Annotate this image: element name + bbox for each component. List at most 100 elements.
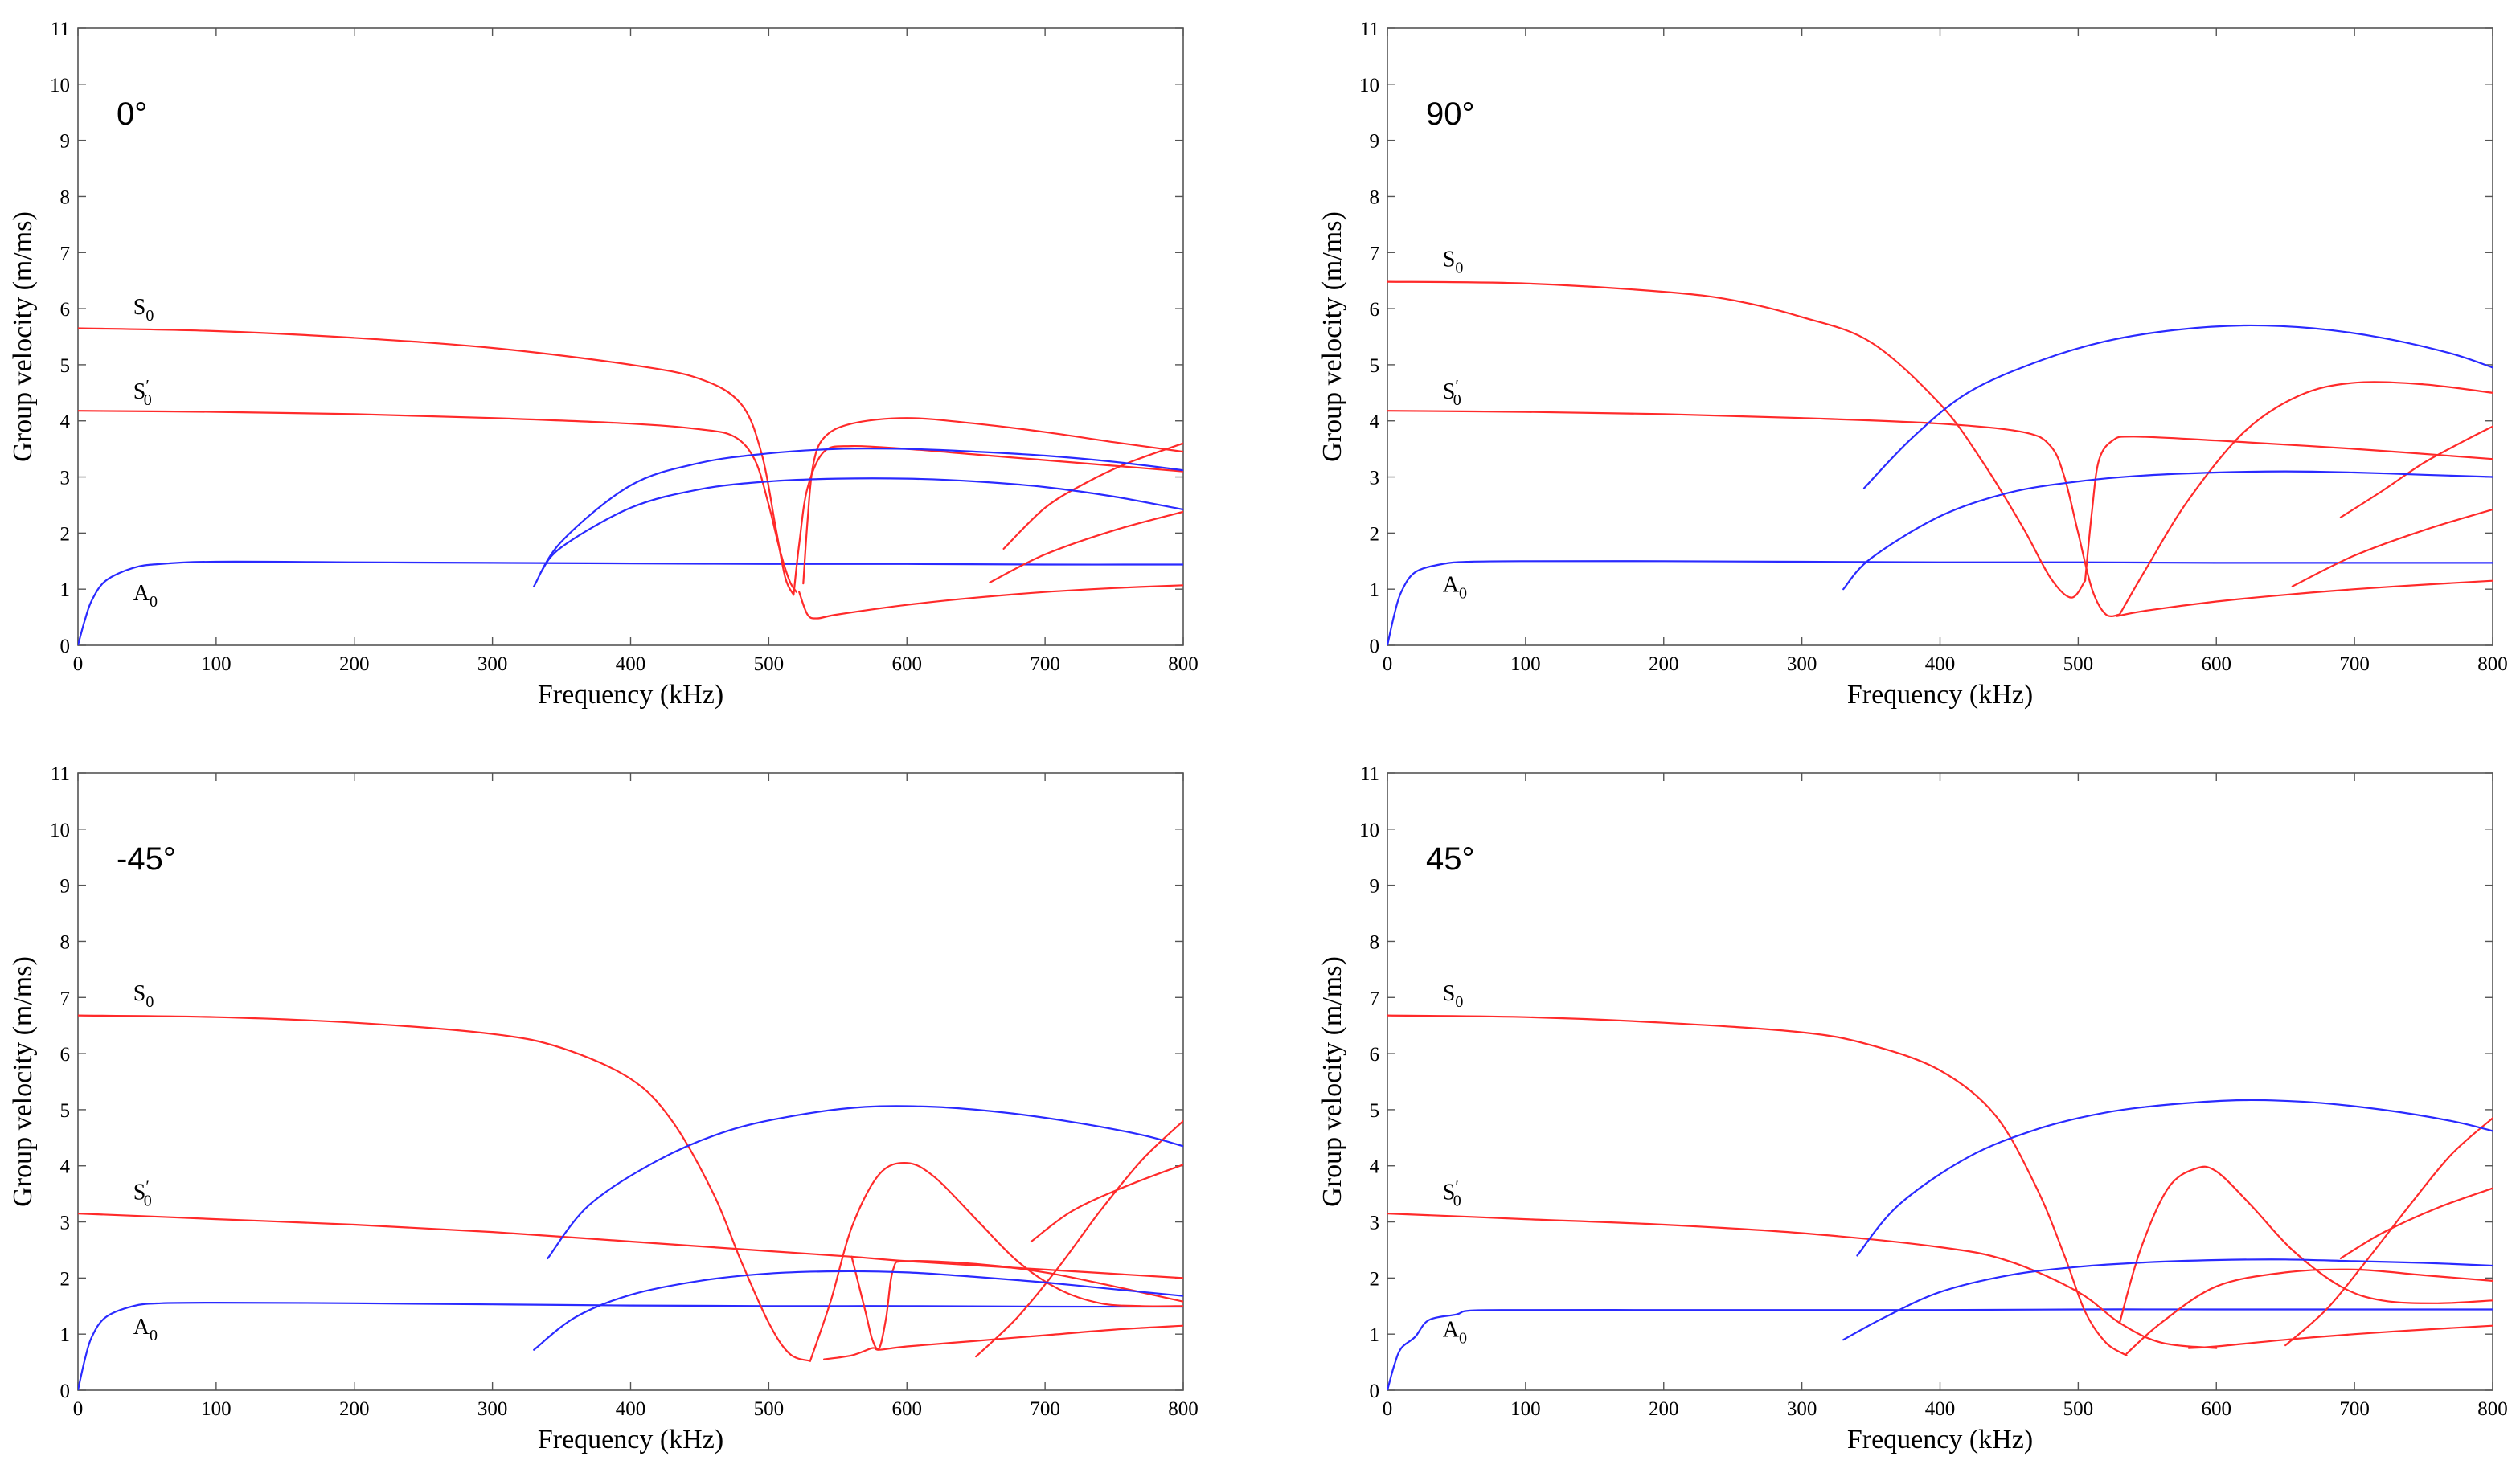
series-line-a0 [1387, 1308, 2493, 1390]
x-tick-label: 100 [201, 653, 232, 675]
series-line-a0 [78, 1302, 1183, 1390]
x-tick-label: 0 [73, 653, 84, 675]
x-tick-label: 500 [2063, 653, 2094, 675]
series-line-s0- [78, 1213, 1183, 1279]
x-tick-label: 200 [1649, 1398, 1679, 1420]
x-axis-label: Frequency (kHz) [538, 1425, 723, 1455]
x-tick-label: 700 [2339, 653, 2370, 675]
series-line-red-rise-right [975, 1119, 1183, 1358]
series-line-s0 [1387, 1014, 2128, 1356]
y-tick-label: 3 [60, 468, 71, 489]
x-tick-label: 700 [1030, 653, 1060, 675]
x-tick-label: 800 [2477, 1398, 2508, 1420]
x-tick-label: 600 [2202, 1398, 2232, 1420]
y-tick-label: 3 [60, 1213, 71, 1234]
y-tick-label: 7 [60, 243, 71, 264]
x-axis-label: Frequency (kHz) [1847, 1425, 2033, 1455]
y-tick-label: 11 [1360, 18, 1379, 40]
series-line-blue-lower [533, 1270, 1183, 1351]
y-tick-label: 10 [1359, 820, 1379, 841]
mode-label-s0-prime: S′ 0 [1443, 377, 1461, 409]
x-tick-label: 400 [1925, 1398, 1956, 1420]
series-line-red-low [798, 584, 1183, 620]
y-tick-label: 8 [60, 186, 71, 208]
series-line-red-upper-right [1002, 442, 1183, 550]
x-axis-label: Frequency (kHz) [1847, 680, 2033, 710]
y-tick-label: 1 [60, 579, 71, 601]
y-tick-label: 2 [60, 1268, 71, 1290]
x-axis-label: Frequency (kHz) [538, 680, 723, 710]
mode-label-s0: S0 [1443, 981, 1464, 1011]
series-line-red-rise-right [2284, 1117, 2493, 1347]
x-tick-label: 600 [892, 1398, 923, 1420]
y-axis-label: Group velocity (m/ms) [8, 211, 38, 462]
chart-panel-4: 0 100 200 300 400 500 600 700 800 0 1 2 3 4 5 6 7 8 9 10 11 F… [1317, 763, 2508, 1455]
y-tick-label: 0 [1370, 636, 1380, 657]
y-tick-label: 10 [50, 75, 70, 96]
x-tick-label: 800 [1168, 1398, 1199, 1420]
series-line-a0 [78, 560, 1183, 645]
series-line-blue-upper [533, 447, 1183, 587]
y-tick-label: 5 [60, 1100, 71, 1122]
series-line-s0- [1387, 410, 2120, 617]
x-tick-label: 100 [201, 1398, 232, 1420]
mode-label-s0-prime: S′ 0 [1443, 1178, 1461, 1210]
mode-label-a0: A0 [1443, 1318, 1467, 1348]
mode-label-s0: S0 [133, 981, 154, 1011]
series-line-blue-upper [1862, 324, 2493, 489]
y-tick-label: 7 [1370, 243, 1380, 264]
y-tick-label: 9 [1370, 131, 1380, 153]
series-line-red-branch-b [802, 417, 1183, 585]
y-tick-label: 0 [1370, 1381, 1380, 1402]
y-tick-label: 7 [1370, 988, 1380, 1009]
mode-label-a0: A0 [133, 581, 158, 611]
series-line-red-hump [809, 1162, 1183, 1362]
panels: 0 100 200 300 400 500 600 700 80001234567891011F… [8, 18, 2508, 1455]
x-tick-label: 700 [2339, 1398, 2370, 1420]
mode-label-s0-prime: S′ 0 [133, 377, 152, 409]
y-tick-label: 5 [60, 355, 71, 377]
x-tick-label: 500 [754, 653, 785, 675]
series-line-red-low [2116, 579, 2493, 617]
chart-panel-2: 0 100 200 300 400 500 600 700 800 0 1 2 3 4 5 6 7 8 9 10 11 F… [1317, 18, 2508, 710]
x-tick-label: 600 [892, 653, 923, 675]
x-tick-label: 200 [339, 1398, 370, 1420]
series-line-red-hump [2118, 1165, 2493, 1324]
x-tick-label: 100 [1510, 653, 1541, 675]
series-line-s0 [78, 1014, 811, 1362]
y-tick-label: 11 [51, 18, 70, 40]
y-tick-label: 4 [1370, 411, 1380, 433]
x-tick-label: 700 [1030, 1398, 1060, 1420]
x-tick-label: 0 [73, 1398, 84, 1420]
y-tick-label: 6 [1370, 299, 1380, 321]
y-tick-label: 0 [60, 1381, 71, 1402]
angle-label: -45° [117, 841, 176, 877]
series-line-red-low [2187, 1324, 2493, 1349]
series-line-s0- [78, 410, 797, 593]
x-tick-label: 0 [1383, 1398, 1393, 1420]
y-tick-label: 10 [1359, 75, 1379, 96]
x-tick-label: 800 [2477, 653, 2508, 675]
series-line-blue-lower [539, 477, 1183, 574]
series-line-s0 [1387, 280, 2087, 599]
series-line-red-step [850, 1255, 1183, 1351]
y-tick-label: 2 [60, 523, 71, 545]
y-tick-label: 11 [1360, 763, 1379, 785]
x-tick-label: 200 [1649, 653, 1679, 675]
x-tick-label: 0 [1383, 653, 1393, 675]
series-line-blue-upper [547, 1105, 1183, 1259]
series-line-red-upper-right [1030, 1164, 1183, 1243]
series-line-red-lower-right [2291, 508, 2493, 587]
x-tick-label: 300 [477, 653, 508, 675]
y-tick-label: 5 [1370, 355, 1380, 377]
series-group [78, 327, 1183, 645]
mode-label-s0: S0 [133, 295, 154, 325]
series-line-blue-upper [1856, 1099, 2493, 1257]
angle-label: 0° [117, 96, 147, 132]
x-tick-label: 100 [1510, 1398, 1541, 1420]
mode-label-a0: A0 [133, 1315, 158, 1344]
y-tick-label: 7 [60, 988, 71, 1009]
y-axis-label: Group velocity (m/ms) [1317, 211, 1347, 462]
